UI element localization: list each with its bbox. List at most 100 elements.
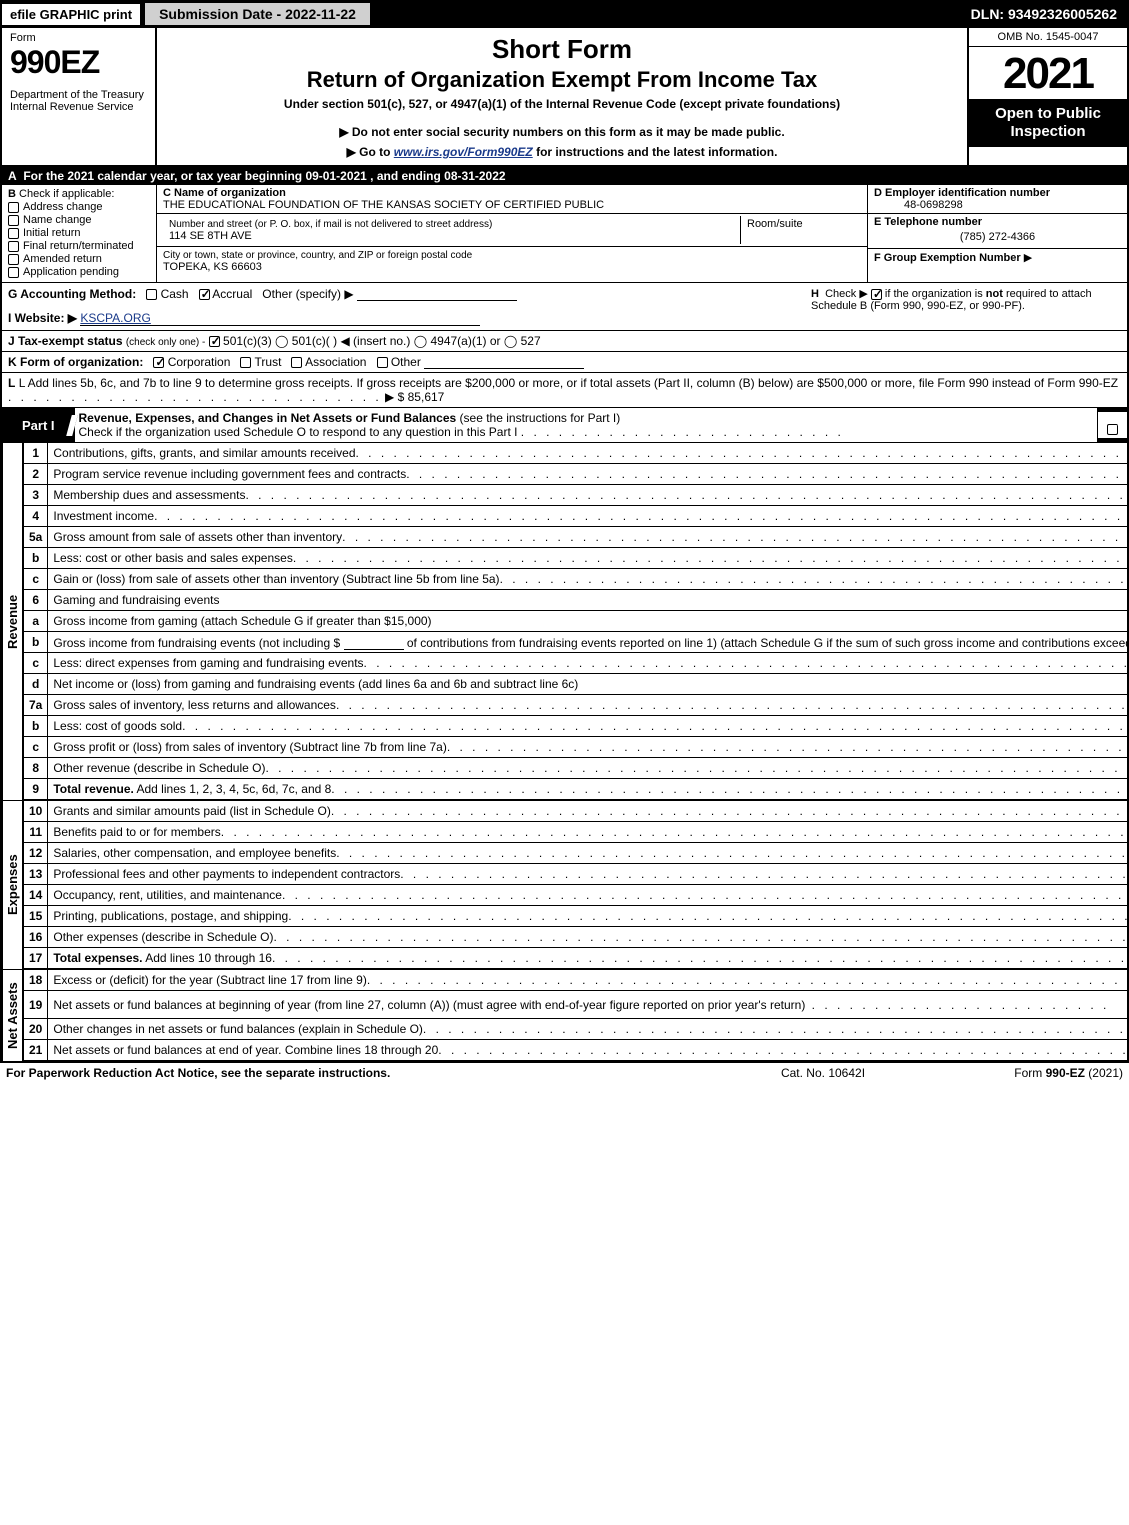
tax-year: 2021 — [969, 47, 1127, 99]
h-text2: if the organization is — [885, 288, 986, 300]
line-6-desc: Gaming and fundraising events — [48, 590, 1129, 611]
section-a-letter: A — [8, 169, 17, 183]
line-21-num: 21 — [24, 1040, 48, 1061]
opt-address-change: Address change — [23, 201, 103, 213]
under-section-text: Under section 501(c), 527, or 4947(a)(1)… — [167, 97, 957, 111]
i-label: I Website: ▶ — [8, 311, 77, 325]
checkbox-cash[interactable] — [146, 289, 157, 300]
checkbox-initial-return[interactable] — [8, 228, 19, 239]
opt-trust: Trust — [255, 355, 282, 369]
section-a-text: For the 2021 calendar year, or tax year … — [23, 169, 505, 183]
expenses-section: Expenses 10Grants and similar amounts pa… — [2, 800, 1127, 969]
tel-label: E Telephone number — [874, 216, 982, 228]
footer-form-num: 990-EZ — [1046, 1066, 1085, 1080]
checkbox-trust[interactable] — [240, 357, 251, 368]
submission-date-badge: Submission Date - 2022-11-22 — [144, 2, 371, 26]
street-value: 114 SE 8TH AVE — [169, 230, 252, 242]
row-k: K Form of organization: Corporation Trus… — [2, 352, 1127, 373]
j-label: J Tax-exempt status — [8, 334, 123, 348]
org-name: THE EDUCATIONAL FOUNDATION OF THE KANSAS… — [163, 199, 604, 211]
checkbox-association[interactable] — [291, 357, 302, 368]
g-label: G Accounting Method: — [8, 287, 136, 301]
opt-association: Association — [305, 355, 366, 369]
line-6d-num: d — [24, 674, 48, 695]
opt-application-pending: Application pending — [23, 266, 119, 278]
line-3-desc: Membership dues and assessments — [53, 488, 245, 502]
checkbox-schedule-o[interactable] — [1107, 424, 1118, 435]
checkbox-501c3[interactable] — [209, 336, 220, 347]
line-6c-desc: Less: direct expenses from gaming and fu… — [53, 656, 363, 670]
checkbox-h[interactable] — [871, 289, 882, 300]
line-16-num: 16 — [24, 927, 48, 948]
column-c: C Name of organization THE EDUCATIONAL F… — [157, 185, 867, 282]
part-i-title-area: Revenue, Expenses, and Changes in Net As… — [75, 408, 1097, 442]
ssn-warning: ▶ Do not enter social security numbers o… — [167, 125, 957, 139]
short-form-title: Short Form — [167, 34, 957, 65]
footer-form-pre: Form — [1014, 1066, 1045, 1080]
checkbox-corporation[interactable] — [153, 357, 164, 368]
tel-value: (785) 272-4366 — [874, 228, 1121, 246]
header-mid: Short Form Return of Organization Exempt… — [157, 28, 967, 165]
line-20-num: 20 — [24, 1019, 48, 1040]
department-label: Department of the Treasury Internal Reve… — [10, 89, 147, 113]
k-label: K Form of organization: — [8, 355, 143, 369]
line-15-desc: Printing, publications, postage, and shi… — [53, 909, 288, 923]
line-6b-desc2: of contributions from fundraising events… — [407, 636, 1129, 650]
checkbox-amended-return[interactable] — [8, 254, 19, 265]
checkbox-application-pending[interactable] — [8, 267, 19, 278]
revenue-table: 1Contributions, gifts, grants, and simil… — [23, 442, 1129, 800]
expenses-table: 10Grants and similar amounts paid (list … — [23, 800, 1129, 969]
line-6a-num: a — [24, 611, 48, 632]
line-11-num: 11 — [24, 822, 48, 843]
form-word: Form — [10, 32, 147, 44]
footer-form-post: (2021) — [1085, 1066, 1123, 1080]
part-i-check-line: Check if the organization used Schedule … — [79, 425, 518, 439]
checkbox-other-org[interactable] — [377, 357, 388, 368]
opt-corporation: Corporation — [168, 355, 231, 369]
line-19-desc: Net assets or fund balances at beginning… — [53, 998, 805, 1012]
checkbox-accrual[interactable] — [199, 289, 210, 300]
line-4-desc: Investment income — [53, 509, 154, 523]
room-label: Room/suite — [747, 218, 803, 230]
website-link[interactable]: KSCPA.ORG — [80, 311, 150, 325]
line-4-num: 4 — [24, 506, 48, 527]
line-6a-desc: Gross income from gaming (attach Schedul… — [53, 614, 431, 628]
j-note: (check only one) - — [126, 337, 205, 348]
checkbox-name-change[interactable] — [8, 215, 19, 226]
opt-final-return: Final return/terminated — [23, 240, 134, 252]
line-14-num: 14 — [24, 885, 48, 906]
line-7c-desc: Gross profit or (loss) from sales of inv… — [53, 740, 446, 754]
ein-value: 48-0698298 — [874, 199, 963, 211]
line-1-num: 1 — [24, 443, 48, 464]
row-bcd: B Check if applicable: Address change Na… — [2, 185, 1127, 283]
omb-number: OMB No. 1545-0047 — [969, 28, 1127, 47]
line-7b-num: b — [24, 716, 48, 737]
line-6b-amount-input[interactable] — [344, 637, 404, 650]
line-5b-num: b — [24, 548, 48, 569]
ein-label: D Employer identification number — [874, 187, 1050, 199]
row-g-h: G Accounting Method: Cash Accrual Other … — [2, 283, 1127, 331]
checkbox-address-change[interactable] — [8, 202, 19, 213]
efile-print-label[interactable]: efile GRAPHIC print — [2, 4, 140, 25]
line-7a-num: 7a — [24, 695, 48, 716]
line-7a-desc: Gross sales of inventory, less returns a… — [53, 698, 336, 712]
opt-initial-return: Initial return — [23, 227, 80, 239]
part-i-check-cell — [1097, 412, 1127, 438]
irs-link[interactable]: www.irs.gov/Form990EZ — [394, 145, 533, 159]
other-org-input[interactable] — [424, 356, 584, 369]
line-8-desc: Other revenue (describe in Schedule O) — [53, 761, 265, 775]
l-text: L Add lines 5b, 6c, and 7b to line 9 to … — [19, 376, 1118, 390]
checkbox-final-return[interactable] — [8, 241, 19, 252]
dln-label: DLN: 93492326005262 — [961, 3, 1127, 25]
form-header: Form 990EZ Department of the Treasury In… — [2, 28, 1127, 167]
goto-line: ▶ Go to www.irs.gov/Form990EZ for instru… — [167, 145, 957, 159]
line-6-num: 6 — [24, 590, 48, 611]
main-title: Return of Organization Exempt From Incom… — [167, 67, 957, 93]
line-11-desc: Benefits paid to or for members — [53, 825, 220, 839]
line-10-desc: Grants and similar amounts paid (list in… — [53, 804, 330, 818]
line-6c-num: c — [24, 653, 48, 674]
b-label: B — [8, 188, 16, 200]
other-specify-input[interactable] — [357, 288, 517, 301]
h-check-text: Check ▶ — [825, 288, 868, 300]
group-label: F Group Exemption Number — [874, 252, 1021, 264]
